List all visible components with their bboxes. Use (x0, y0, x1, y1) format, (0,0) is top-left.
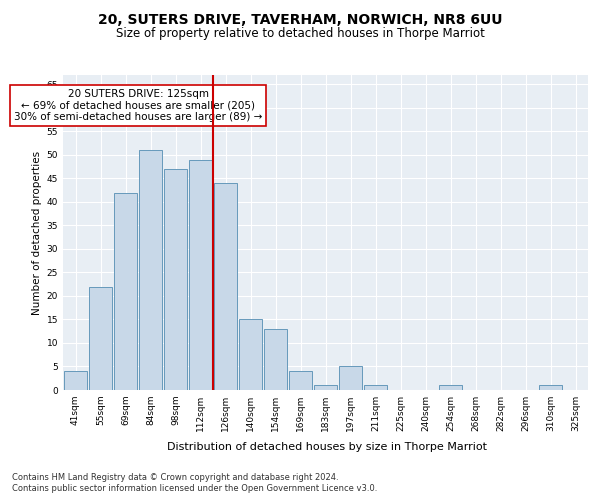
Bar (439, 386, 463, 390)
Bar (338, 366, 362, 390)
Bar (289, 371, 313, 390)
Bar (188, 160, 212, 390)
Text: 20 SUTERS DRIVE: 125sqm
← 69% of detached houses are smaller (205)
30% of semi-d: 20 SUTERS DRIVE: 125sqm ← 69% of detache… (14, 89, 262, 122)
Y-axis label: Number of detached properties: Number of detached properties (32, 150, 43, 314)
Bar (539, 386, 562, 390)
Bar (164, 169, 187, 390)
Bar (89, 286, 112, 390)
Bar (139, 150, 163, 390)
Bar (263, 329, 287, 390)
Bar (113, 192, 137, 390)
Bar (239, 320, 262, 390)
Bar (214, 183, 238, 390)
Text: Contains HM Land Registry data © Crown copyright and database right 2024.: Contains HM Land Registry data © Crown c… (12, 472, 338, 482)
Bar (314, 386, 337, 390)
Bar (364, 386, 388, 390)
Text: Contains public sector information licensed under the Open Government Licence v3: Contains public sector information licen… (12, 484, 377, 493)
Text: 20, SUTERS DRIVE, TAVERHAM, NORWICH, NR8 6UU: 20, SUTERS DRIVE, TAVERHAM, NORWICH, NR8… (98, 12, 502, 26)
Bar (64, 371, 88, 390)
Text: Distribution of detached houses by size in Thorpe Marriot: Distribution of detached houses by size … (167, 442, 487, 452)
Text: Size of property relative to detached houses in Thorpe Marriot: Size of property relative to detached ho… (116, 28, 484, 40)
